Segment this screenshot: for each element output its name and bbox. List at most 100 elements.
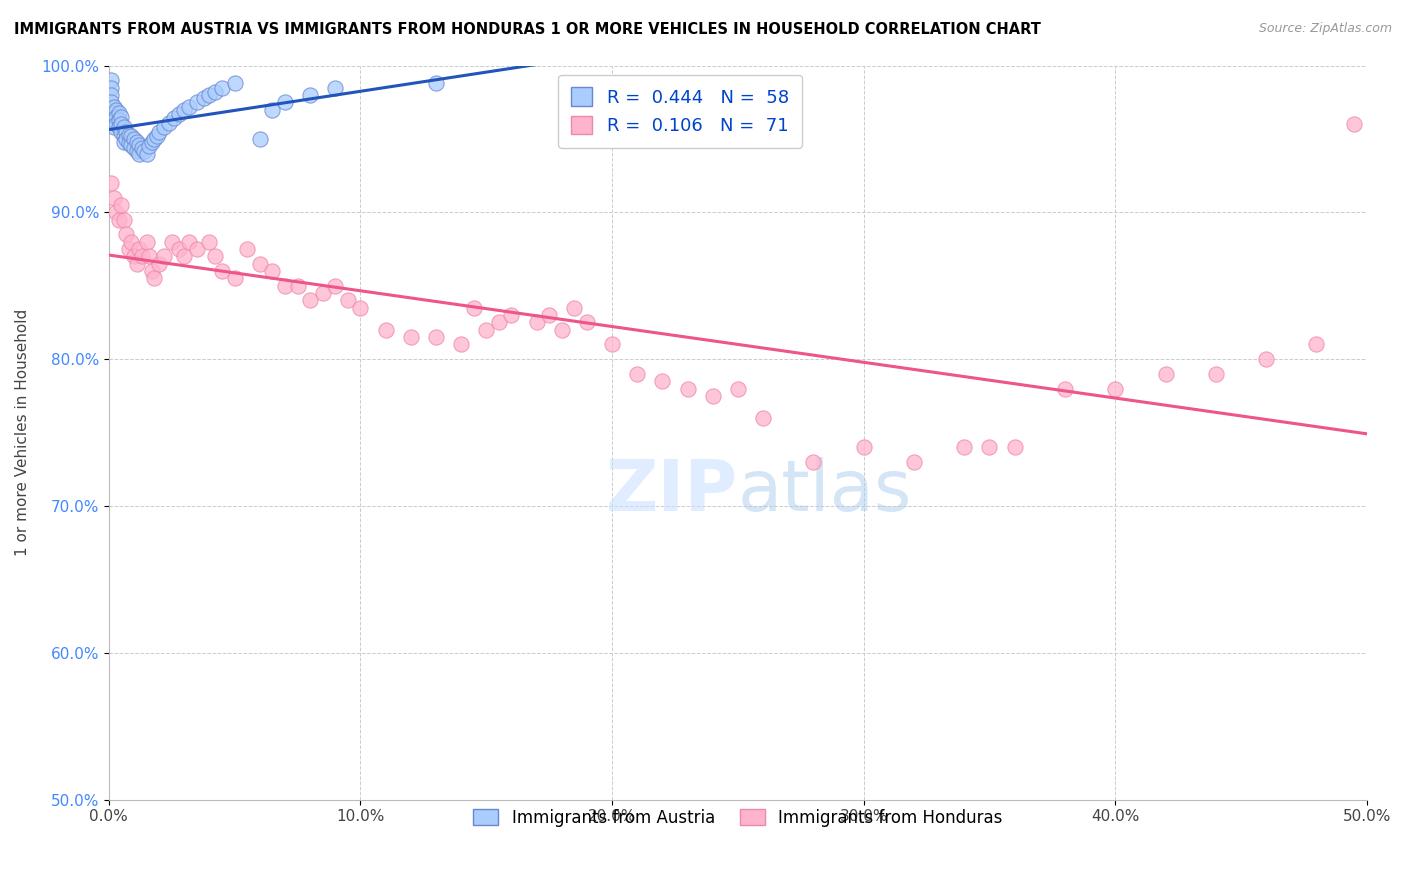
- Point: [249, 132, 271, 146]
- Point: [1205, 367, 1227, 381]
- Point: [198, 235, 221, 249]
- Point: [425, 76, 447, 90]
- Point: [103, 105, 125, 120]
- Point: [600, 337, 623, 351]
- Point: [103, 191, 125, 205]
- Point: [179, 235, 201, 249]
- Point: [110, 110, 132, 124]
- Point: [179, 100, 201, 114]
- Point: [676, 382, 699, 396]
- Point: [128, 242, 150, 256]
- Point: [463, 301, 485, 315]
- Point: [122, 249, 145, 263]
- Point: [160, 235, 183, 249]
- Point: [105, 110, 128, 124]
- Point: [211, 80, 233, 95]
- Point: [204, 85, 226, 99]
- Point: [145, 129, 167, 144]
- Point: [204, 249, 226, 263]
- Point: [224, 76, 246, 90]
- Point: [173, 103, 195, 117]
- Point: [121, 129, 143, 144]
- Point: [323, 80, 346, 95]
- Point: [105, 205, 128, 219]
- Point: [236, 242, 259, 256]
- Text: Source: ZipAtlas.com: Source: ZipAtlas.com: [1258, 22, 1392, 36]
- Point: [121, 137, 143, 152]
- Point: [211, 264, 233, 278]
- Point: [752, 410, 775, 425]
- Point: [1305, 337, 1327, 351]
- Point: [193, 91, 215, 105]
- Point: [173, 249, 195, 263]
- Legend: Immigrants from Austria, Immigrants from Honduras: Immigrants from Austria, Immigrants from…: [465, 800, 1011, 835]
- Point: [312, 286, 335, 301]
- Point: [1104, 382, 1126, 396]
- Point: [153, 120, 176, 135]
- Point: [274, 278, 297, 293]
- Point: [125, 144, 148, 158]
- Point: [299, 293, 322, 308]
- Point: [953, 440, 976, 454]
- Point: [115, 125, 138, 139]
- Point: [575, 316, 598, 330]
- Text: ZIP: ZIP: [606, 457, 738, 525]
- Point: [128, 137, 150, 152]
- Point: [249, 257, 271, 271]
- Point: [903, 455, 925, 469]
- Point: [526, 316, 548, 330]
- Point: [118, 128, 141, 142]
- Point: [122, 141, 145, 155]
- Point: [153, 249, 176, 263]
- Point: [105, 103, 128, 117]
- Point: [148, 125, 170, 139]
- Point: [108, 120, 131, 135]
- Point: [979, 440, 1001, 454]
- Point: [702, 389, 724, 403]
- Point: [287, 278, 309, 293]
- Point: [108, 112, 131, 127]
- Point: [103, 120, 125, 135]
- Point: [651, 374, 673, 388]
- Point: [112, 135, 135, 149]
- Point: [626, 367, 648, 381]
- Point: [112, 120, 135, 135]
- Point: [224, 271, 246, 285]
- Point: [425, 330, 447, 344]
- Point: [299, 87, 322, 102]
- Point: [141, 135, 163, 149]
- Y-axis label: 1 or more Vehicles in Household: 1 or more Vehicles in Household: [15, 309, 30, 557]
- Point: [186, 242, 208, 256]
- Point: [131, 249, 153, 263]
- Point: [801, 455, 824, 469]
- Point: [128, 146, 150, 161]
- Point: [100, 176, 122, 190]
- Point: [1004, 440, 1026, 454]
- Point: [274, 95, 297, 110]
- Point: [112, 212, 135, 227]
- Point: [100, 80, 122, 95]
- Point: [323, 278, 346, 293]
- Point: [115, 227, 138, 242]
- Point: [135, 235, 157, 249]
- Point: [852, 440, 875, 454]
- Point: [501, 308, 523, 322]
- Point: [399, 330, 422, 344]
- Point: [103, 100, 125, 114]
- Point: [112, 129, 135, 144]
- Point: [135, 146, 157, 161]
- Point: [1343, 117, 1365, 131]
- Point: [148, 257, 170, 271]
- Point: [105, 117, 128, 131]
- Point: [141, 264, 163, 278]
- Point: [727, 382, 749, 396]
- Point: [138, 139, 160, 153]
- Point: [374, 323, 396, 337]
- Point: [138, 249, 160, 263]
- Point: [163, 112, 186, 126]
- Point: [475, 323, 498, 337]
- Point: [1256, 352, 1278, 367]
- Point: [143, 271, 166, 285]
- Point: [121, 235, 143, 249]
- Point: [488, 316, 510, 330]
